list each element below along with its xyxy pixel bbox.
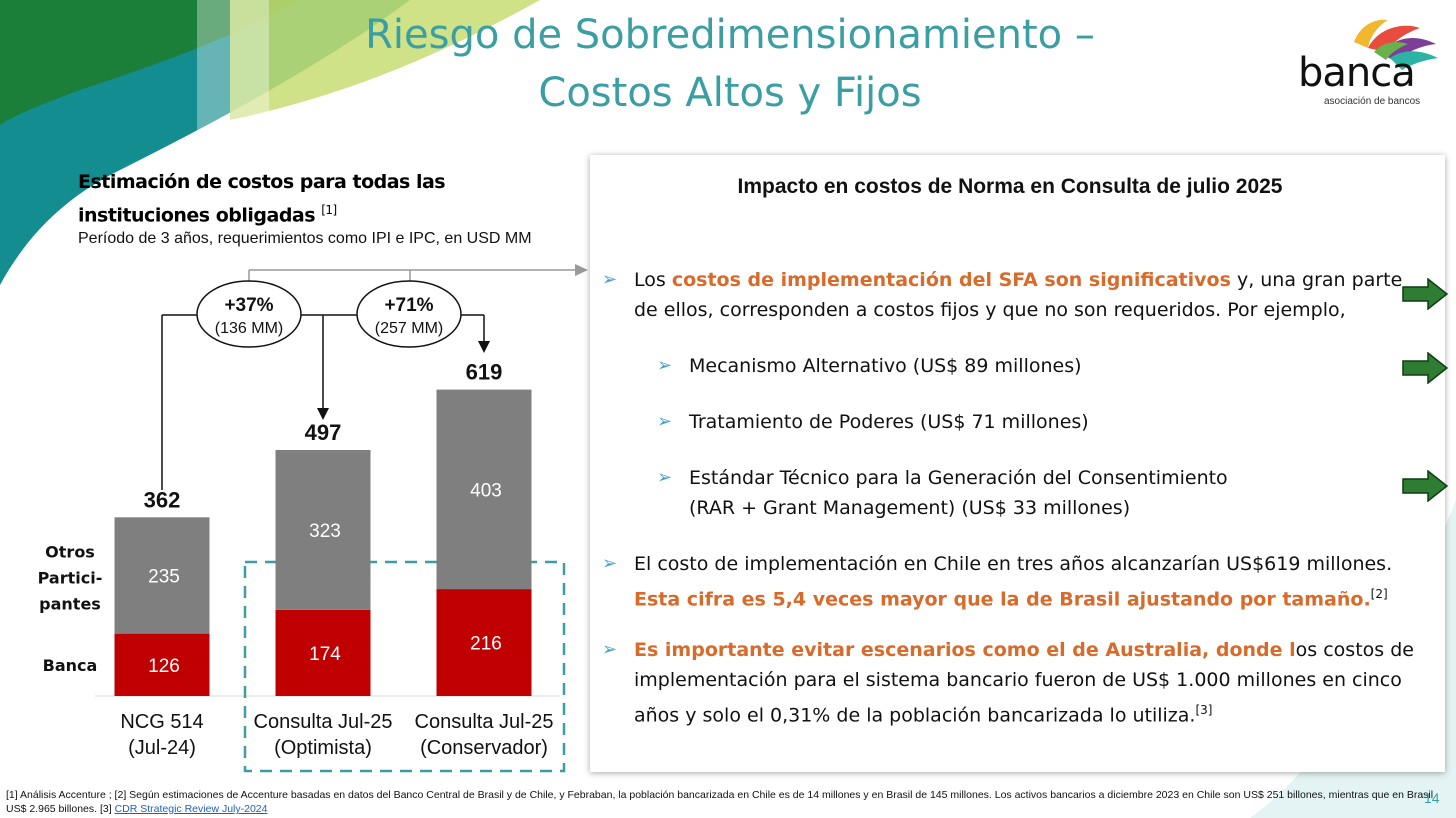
bar-label-otros: 235 [148, 566, 180, 587]
bullet-arrow-icon: ➢ [602, 269, 618, 290]
bullet-implementation-costs: ➢ Los costos de implementación del SFA s… [602, 265, 1404, 325]
bar-banca [275, 609, 371, 696]
x-tick-label: NCG 514 [120, 711, 203, 733]
sub-bullet-3-text: Estándar Técnico para la Generación del … [689, 467, 1228, 519]
bullet-chile-cost: ➢ El costo de implementación en Chile en… [602, 549, 1424, 614]
chart-subheading: Período de 3 años, requerimientos como I… [78, 230, 532, 247]
bar-total-label: 619 [466, 360, 503, 385]
bullet2-pre: El costo de implementación en Chile en t… [634, 553, 1393, 575]
bar-label-banca: 174 [309, 644, 341, 665]
bar-otros [275, 449, 371, 610]
bullet-arrow-icon: ➢ [657, 467, 673, 488]
bullet-arrow-icon: ➢ [657, 411, 673, 432]
logo-wordmark: banca [1298, 50, 1416, 96]
bullet1-pre: Los [634, 269, 672, 291]
x-tick-label: Consulta Jul-25 [254, 711, 393, 733]
bullet-australia: ➢ Es importante evitar escenarios como e… [602, 635, 1424, 730]
growth-ellipse [356, 280, 462, 348]
footnote-link[interactable]: CDR Strategic Review July-2024 [114, 803, 268, 815]
bar-otros [436, 389, 532, 590]
banca-logo-icon [1354, 19, 1438, 70]
legend-label-banca: Banca [43, 656, 98, 675]
arrowhead [317, 408, 329, 420]
x-tick-label: (Conservador) [420, 737, 548, 759]
sub-bullet-2-text: Tratamiento de Poderes (US$ 71 millones) [689, 411, 1089, 433]
bullet2-accent: Esta cifra es 5,4 veces mayor que la de … [634, 588, 1371, 611]
legend-label-otros: Partici- [38, 568, 103, 587]
bar-label-banca: 216 [470, 634, 502, 655]
bullet3-accent: Es importante evitar escenarios como el … [634, 639, 1296, 661]
bar-otros [114, 517, 210, 634]
bar-total-label: 362 [144, 487, 181, 512]
bar-label-banca: 126 [148, 656, 180, 677]
growth-percent-label: +37% [224, 295, 273, 316]
x-tick-label: (Optimista) [274, 737, 372, 759]
chart-heading-ref: [1] [321, 203, 337, 217]
growth-ellipse [196, 280, 302, 348]
green-arrow-icon [1402, 278, 1448, 310]
bullet-arrow-icon: ➢ [602, 553, 618, 574]
chart-heading-text: Estimación de costos para todas las inst… [78, 171, 446, 227]
growth-percent-label: +71% [384, 295, 433, 316]
bullet3-post: os costos de implementación para el sist… [634, 639, 1414, 727]
bar-banca [114, 633, 210, 696]
slide-title: Riesgo de Sobredimensionamiento – Costos… [300, 6, 1160, 122]
sub-bullet-estandar: ➢ Estándar Técnico para la Generación de… [657, 463, 1279, 523]
bar-label-otros: 323 [309, 521, 341, 542]
x-tick-label: Consulta Jul-25 [415, 711, 554, 733]
footnote: [1] Análisis Accenture ; [2] Según estim… [6, 788, 1446, 816]
legend-label-otros: pantes [39, 594, 101, 613]
growth-amount-label: (136 MM) [215, 320, 283, 337]
bar-banca [436, 589, 532, 696]
title-line-2: Costos Altos y Fijos [538, 70, 922, 116]
panel-title: Impacto en costos de Norma en Consulta d… [737, 175, 1283, 198]
growth-amount-label: (257 MM) [375, 320, 443, 337]
bullet-arrow-icon: ➢ [602, 639, 618, 660]
bullet-arrow-icon: ➢ [657, 355, 673, 376]
highlight-dashed-box [243, 560, 566, 773]
impact-panel: Impacto en costos de Norma en Consulta d… [590, 155, 1445, 772]
sub-bullet-poderes: ➢ Tratamiento de Poderes (US$ 71 millone… [657, 407, 1349, 437]
bar-total-label: 497 [305, 420, 342, 445]
chart-heading: Estimación de costos para todas las inst… [78, 168, 558, 229]
panel-arrowhead [575, 264, 588, 276]
bullet2-ref: [2] [1370, 587, 1388, 601]
bullet1-post: y, una gran parte de ellos, corresponden… [634, 269, 1403, 321]
x-tick-label: (Jul-24) [128, 737, 196, 759]
logo-tagline: asociación de bancos [1324, 96, 1421, 107]
arrowhead [478, 341, 490, 353]
footnote-text: [1] Análisis Accenture ; [2] Según estim… [6, 789, 1434, 815]
bullet3-ref: [3] [1195, 703, 1213, 717]
title-line-1: Riesgo de Sobredimensionamiento – [365, 12, 1095, 58]
sub-bullet-mecanismo: ➢ Mecanismo Alternativo (US$ 89 millones… [657, 351, 1349, 381]
green-arrow-icon [1402, 470, 1448, 502]
bar-label-otros: 403 [470, 480, 502, 501]
green-arrow-icon [1402, 352, 1448, 384]
legend-label-otros: Otros [45, 542, 95, 561]
stacked-bar-chart: 126 235 362 NCG 514 (Jul-24) 174 323 497 Consult… [38, 264, 588, 773]
bullet1-accent: costos de implementación del SFA son sig… [671, 269, 1231, 291]
sub-bullet-1-text: Mecanismo Alternativo (US$ 89 millones) [689, 355, 1082, 377]
page-number: 14 [1424, 790, 1440, 806]
